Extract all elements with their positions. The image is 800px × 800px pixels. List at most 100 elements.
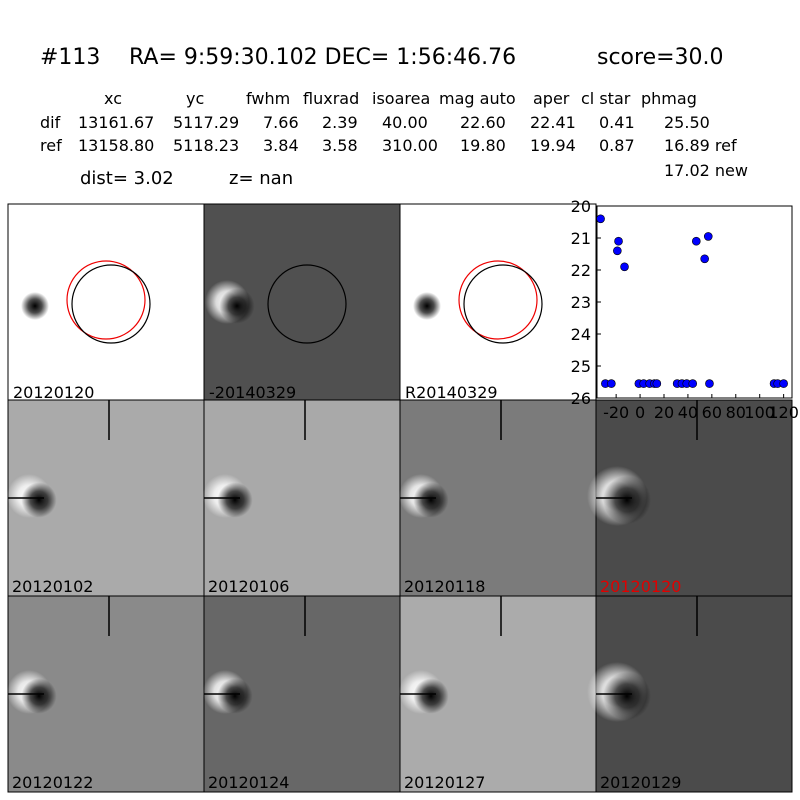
x-tick-label: 60: [702, 403, 722, 422]
coordinates: RA= 9:59:30.102 DEC= 1:56:46.76: [129, 45, 516, 70]
panel-label: 20120120: [600, 577, 681, 596]
cutout-panel: 20120129: [587, 595, 793, 793]
cell: 2.39: [322, 113, 358, 132]
aperture-dif: [71, 264, 151, 344]
cell: 16.89 ref: [664, 136, 737, 155]
cell: 3.84: [263, 136, 299, 155]
image-panel: -20140329: [203, 203, 401, 402]
panel-label: -20140329: [209, 383, 296, 402]
point: [779, 379, 788, 388]
y-tick-label: 24: [571, 325, 591, 344]
panel-label: R20140329: [405, 383, 498, 402]
x-tick-label: 20: [654, 403, 674, 422]
source-dark: [217, 482, 253, 518]
y-tick-label: 20: [571, 197, 591, 216]
panel-label: 20120102: [12, 577, 93, 596]
column-header: aper: [533, 89, 570, 108]
column-header: yc: [186, 89, 204, 108]
column-header: fwhm: [246, 89, 290, 108]
cutout-panel: 20120120: [587, 399, 793, 597]
cell: 13161.67: [78, 113, 154, 132]
y-tick-label: 22: [571, 261, 591, 280]
point: [703, 232, 713, 241]
source-dark: [21, 292, 49, 320]
distance: dist= 3.02: [80, 168, 174, 189]
cutout-panel: 20120122: [7, 595, 205, 793]
point: [705, 379, 714, 388]
panel-image: [399, 595, 597, 793]
source-dark: [413, 482, 449, 518]
point: [607, 379, 616, 388]
point: [613, 246, 622, 256]
source-dark: [21, 678, 57, 714]
source-dark: [413, 678, 449, 714]
cutout-panel: 20120127: [399, 595, 597, 793]
point: [700, 254, 709, 264]
source-dark: [219, 288, 255, 324]
column-header: isoarea: [372, 89, 430, 108]
cell: 19.80: [460, 136, 506, 155]
cell: 5118.23: [173, 136, 239, 155]
aperture-dif: [463, 264, 543, 344]
x-tick-label: 80: [726, 403, 746, 422]
column-header: cl star: [581, 89, 631, 108]
panels: 20120120 -20140329 R20140329 20120102 201201…: [7, 203, 793, 793]
candidate-id: #113: [40, 45, 100, 70]
x-tick-label: -20: [603, 403, 629, 422]
cell: 3.58: [322, 136, 358, 155]
cell: 22.60: [460, 113, 506, 132]
redshift: z= nan: [229, 168, 293, 189]
cell: 40.00: [382, 113, 428, 132]
y-tick-label: 23: [571, 293, 591, 312]
new-mag: 17.02 new: [664, 161, 748, 180]
panel-label: 20120124: [208, 773, 289, 792]
y-tick-label: 21: [571, 229, 591, 248]
y-tick-label: 26: [571, 389, 591, 408]
aperture-dif: [267, 264, 347, 344]
cell: 0.41: [599, 113, 635, 132]
column-header: mag auto: [439, 89, 516, 108]
cell: 22.41: [530, 113, 576, 132]
column-header: phmag: [641, 89, 697, 108]
column-header: fluxrad: [303, 89, 359, 108]
row-label: dif: [40, 113, 61, 132]
source-dark: [603, 476, 651, 524]
x-tick-label: 40: [678, 403, 698, 422]
panel-label: 20120106: [208, 577, 289, 596]
image-panel: R20140329: [399, 203, 597, 402]
cell: 5117.29: [173, 113, 239, 132]
cell: 7.66: [263, 113, 299, 132]
cutout-panel: 20120102: [7, 399, 205, 597]
source-dark: [217, 678, 253, 714]
point: [620, 262, 629, 272]
panel-label: 20120118: [404, 577, 485, 596]
plot-area: [596, 205, 793, 399]
x-tick-label: 0: [635, 403, 645, 422]
panel-label: 20120120: [13, 383, 94, 402]
source-dark: [413, 292, 441, 320]
cutout-panel: 20120124: [203, 595, 401, 793]
x-tick-label: 100: [744, 403, 775, 422]
image-panel: 20120120: [7, 203, 205, 402]
source-dark: [603, 672, 651, 720]
point: [688, 379, 698, 388]
point: [652, 379, 662, 388]
cell: 13158.80: [78, 136, 154, 155]
cutout-panel: 20120118: [399, 399, 597, 597]
aperture-ref: [66, 260, 146, 340]
x-tick-label: 120: [768, 403, 799, 422]
cell: 310.00: [382, 136, 438, 155]
aperture-ref: [458, 260, 538, 340]
cell: 0.87: [599, 136, 635, 155]
point: [596, 214, 605, 224]
source-dark: [21, 482, 57, 518]
score: score=30.0: [597, 45, 724, 70]
cell: 19.94: [530, 136, 576, 155]
panel-label: 20120129: [600, 773, 681, 792]
row-label: ref: [40, 136, 62, 155]
column-header: xc: [104, 89, 122, 108]
point: [614, 236, 623, 246]
cell: 25.50: [664, 113, 710, 132]
